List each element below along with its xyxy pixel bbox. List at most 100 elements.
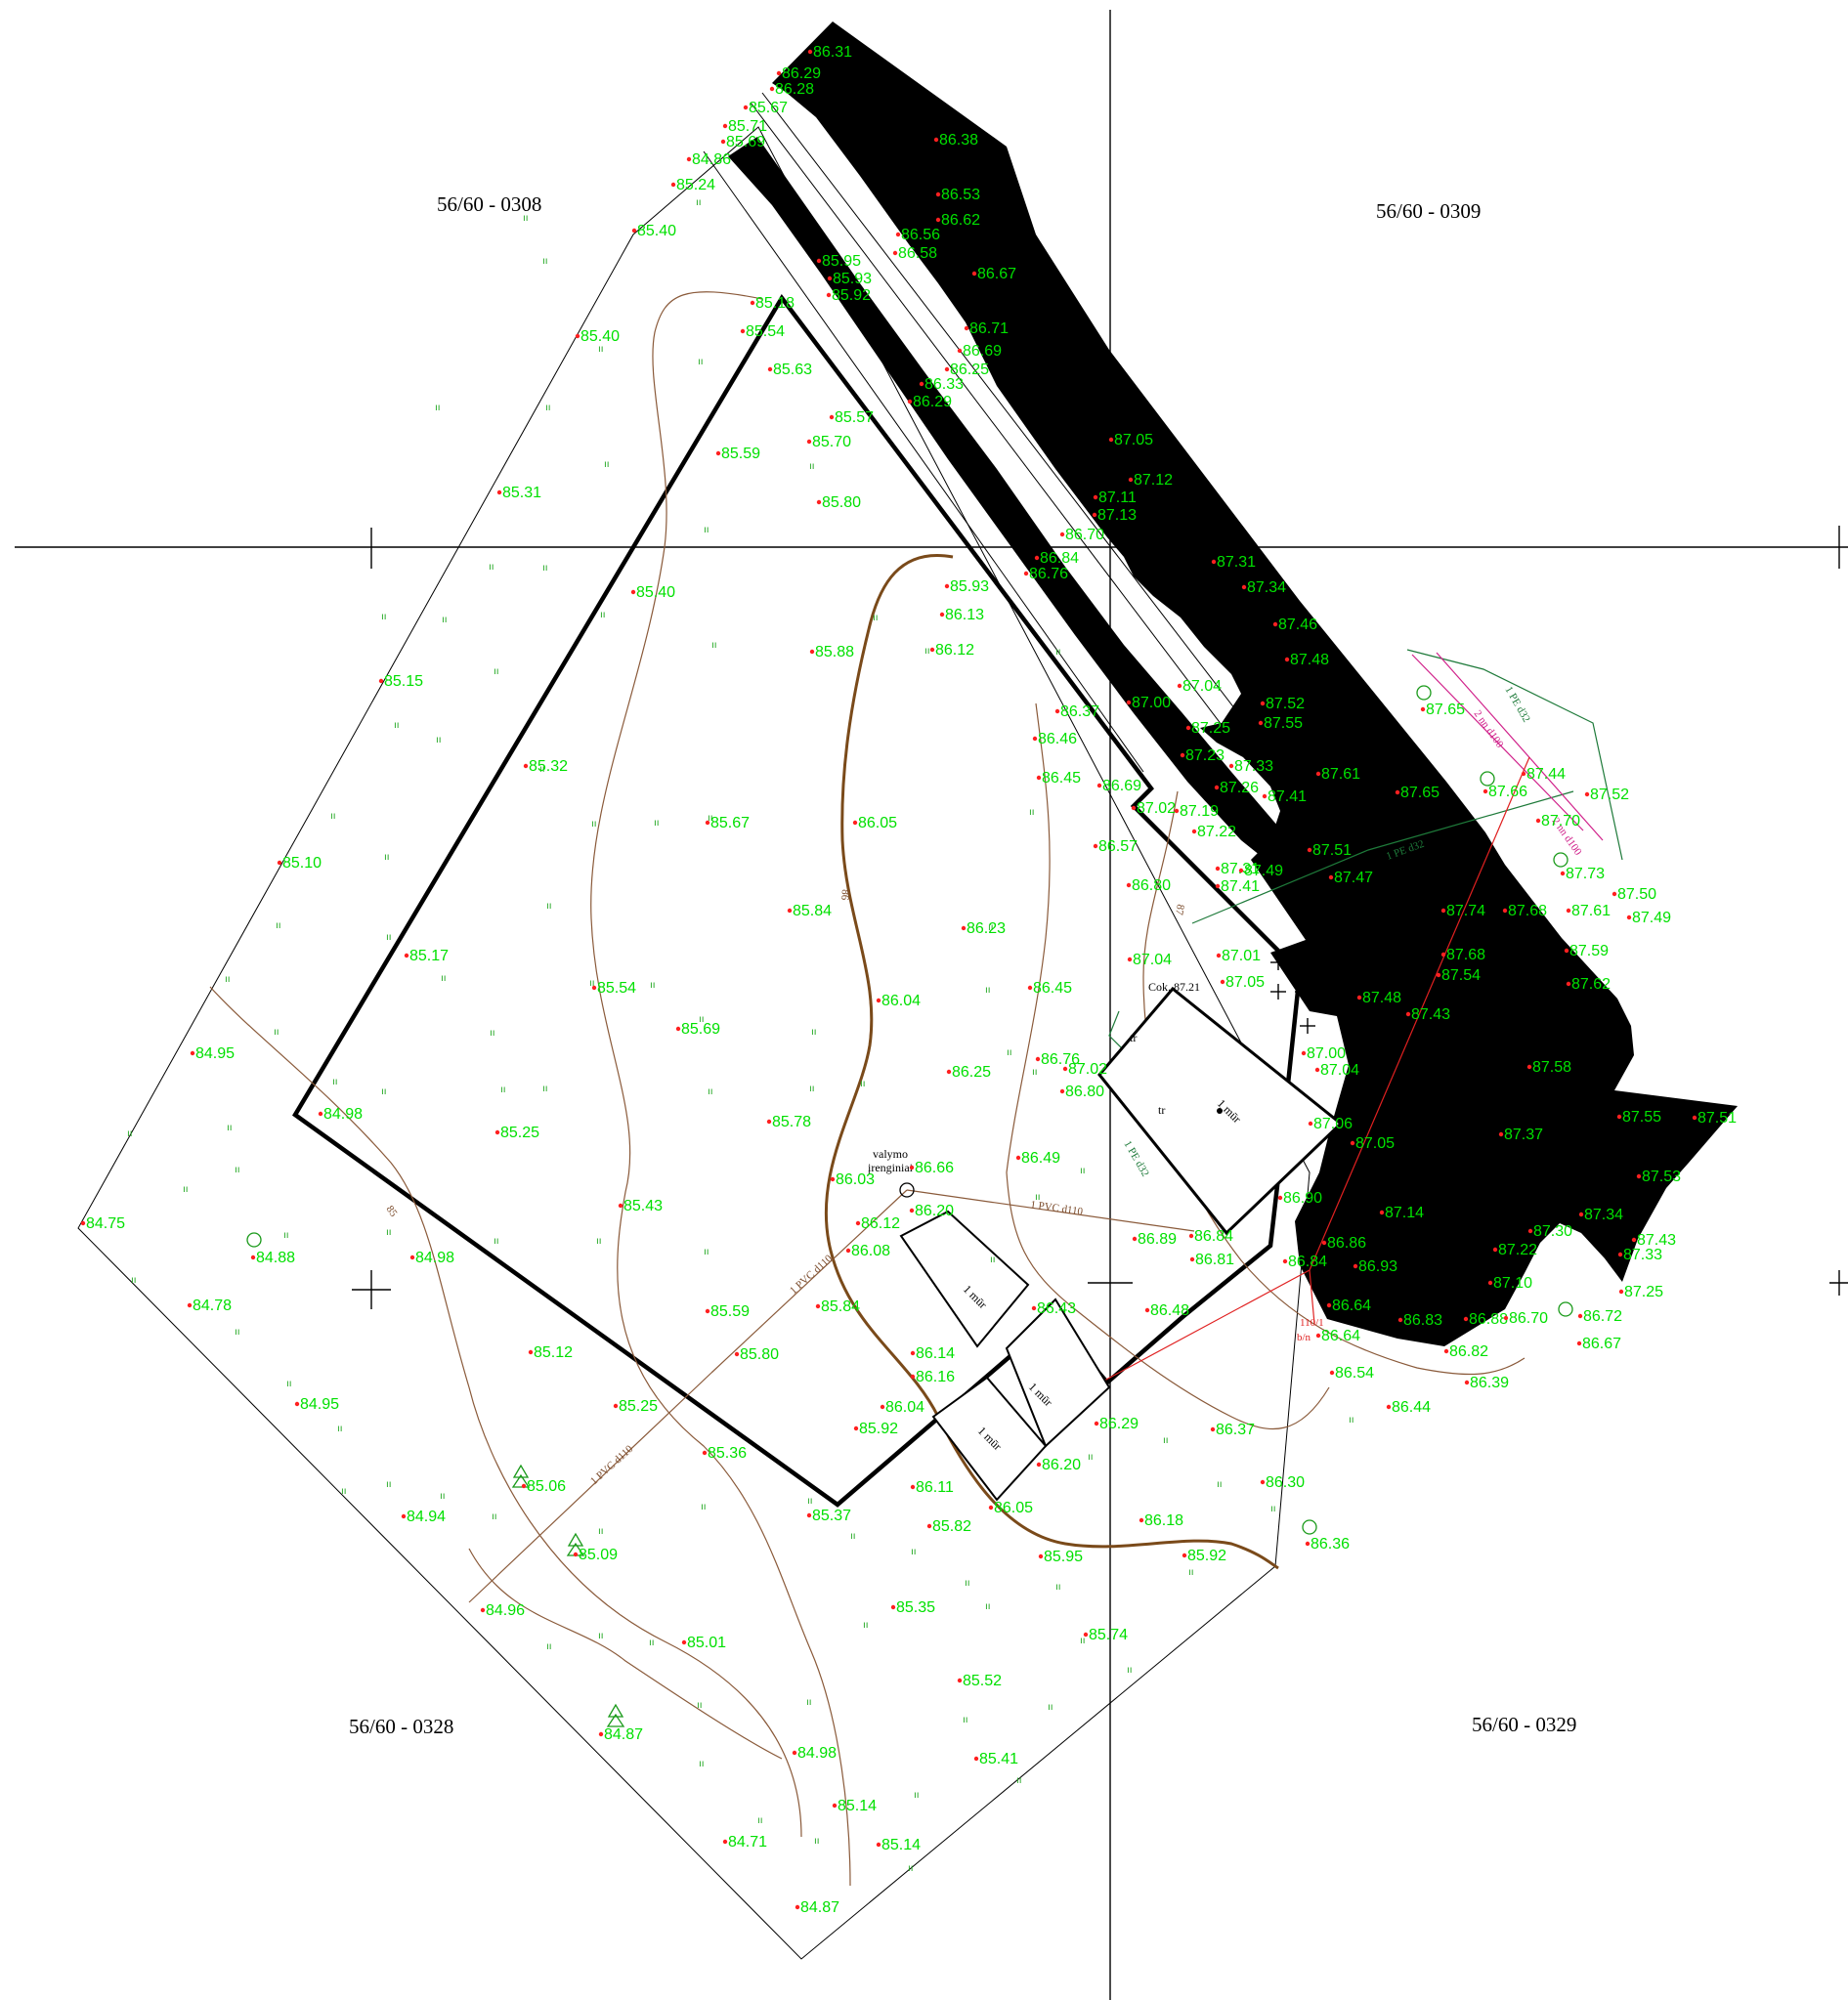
elevation-label: 85.09 — [579, 1547, 618, 1563]
elevation-label: 87.04 — [1182, 678, 1222, 695]
ref-bn: b/n — [1297, 1332, 1311, 1343]
survey-point — [1443, 1348, 1449, 1354]
elevation-label: 86.48 — [1150, 1302, 1189, 1319]
survey-point — [1228, 763, 1234, 769]
survey-point — [1059, 532, 1065, 537]
survey-point — [935, 217, 941, 223]
grass-mark: ıı — [654, 818, 660, 829]
grass-mark: ıı — [1032, 1067, 1038, 1078]
elevation-label: 86.54 — [1335, 1365, 1374, 1382]
sheet-label-se: 56/60 - 0329 — [1472, 1713, 1576, 1736]
survey-point — [705, 820, 710, 826]
survey-point — [1238, 868, 1244, 873]
elevation-label: 85.06 — [527, 1478, 566, 1495]
survey-point — [575, 333, 580, 339]
survey-point — [1560, 871, 1566, 876]
elevation-label: 85.54 — [597, 980, 636, 997]
survey-point — [1094, 1421, 1099, 1426]
survey-point — [1054, 708, 1060, 714]
elevation-label: 85.40 — [636, 584, 675, 601]
contour-label-87: 87 — [1173, 903, 1186, 915]
elevation-label: 84.95 — [300, 1396, 339, 1413]
survey-point — [686, 156, 692, 162]
survey-point — [1314, 1067, 1320, 1073]
survey-point — [919, 381, 924, 387]
survey-point — [910, 1374, 916, 1380]
grass-mark: ıı — [381, 612, 387, 622]
elevation-label: 87.73 — [1566, 866, 1605, 882]
elevation-label: 87.50 — [1617, 886, 1656, 903]
elevation-label: 85.92 — [859, 1421, 898, 1437]
ref-110: 110/1 — [1300, 1317, 1324, 1329]
survey-point — [401, 1513, 407, 1519]
survey-point — [1321, 1240, 1327, 1246]
survey-point — [1350, 1140, 1355, 1146]
elevation-label: 86.46 — [1038, 731, 1077, 747]
elevation-label: 85.59 — [710, 1303, 750, 1320]
grass-mark: ıı — [523, 213, 529, 224]
elevation-label: 84.71 — [728, 1834, 767, 1851]
grass-mark: ıı — [542, 1084, 548, 1094]
elevation-label: 86.64 — [1332, 1298, 1371, 1314]
grass-mark: ıı — [598, 344, 604, 355]
survey-point — [1576, 1340, 1582, 1346]
survey-point — [1260, 701, 1266, 706]
tr-label-2: tr — [1130, 1031, 1137, 1044]
survey-point — [1126, 700, 1132, 705]
elevation-label: 87.44 — [1526, 766, 1566, 783]
elevation-label: 85.93 — [950, 578, 989, 595]
elevation-label: 87.41 — [1268, 788, 1307, 805]
survey-point — [892, 250, 898, 256]
survey-point — [1093, 494, 1098, 500]
elevation-label: 87.61 — [1571, 903, 1611, 919]
outbuilding-2: 1 mūr — [1005, 1298, 1111, 1448]
elevation-label: 86.49 — [1021, 1150, 1060, 1167]
grass-mark: ıı — [274, 1027, 279, 1038]
elevation-label: 85.18 — [755, 295, 795, 312]
grass-mark: ıı — [598, 1526, 604, 1537]
grass-mark: ıı — [341, 1486, 347, 1497]
grass-mark: ıı — [283, 1230, 289, 1241]
survey-point — [1220, 979, 1225, 985]
elevation-label: 87.33 — [1623, 1247, 1662, 1263]
elevation-label: 85.31 — [502, 485, 541, 501]
elevation-label: 86.38 — [939, 132, 978, 149]
survey-point — [521, 1483, 527, 1489]
survey-point — [1034, 555, 1040, 561]
survey-point — [827, 276, 833, 281]
elevation-label: 87.06 — [1313, 1116, 1353, 1132]
elevation-label: 86.25 — [950, 362, 989, 378]
grass-mark: ıı — [386, 1227, 392, 1238]
survey-point — [929, 647, 935, 653]
pvc-pipe — [468, 1189, 1195, 1603]
survey-point — [1436, 972, 1441, 978]
survey-point — [876, 1842, 881, 1848]
elevation-label: 86.80 — [1065, 1084, 1104, 1100]
survey-point — [80, 1220, 86, 1226]
grass-mark: ıı — [435, 403, 441, 413]
survey-point — [250, 1255, 256, 1260]
grass-mark: ıı — [873, 613, 879, 623]
elevation-label: 87.49 — [1632, 910, 1671, 926]
grass-mark: ıı — [860, 1079, 866, 1089]
grass-mark: ıı — [924, 646, 930, 657]
survey-point — [1023, 571, 1029, 576]
elevation-label: 87.05 — [1114, 432, 1153, 448]
elevation-label: 87.25 — [1191, 720, 1230, 737]
contour-lines — [209, 291, 1526, 1887]
survey-point — [816, 258, 822, 264]
survey-point — [832, 1803, 838, 1809]
survey-point — [855, 1220, 861, 1226]
grass-mark: ıı — [698, 357, 704, 367]
grass-mark: ıı — [436, 735, 442, 745]
grass-mark: ıı — [386, 932, 392, 943]
elevation-label: 86.66 — [915, 1160, 954, 1176]
grass-mark: ıı — [985, 985, 991, 996]
elevation-label: 86.20 — [1042, 1457, 1081, 1473]
tree-icons — [246, 685, 1573, 1535]
survey-point — [830, 1176, 836, 1182]
survey-point — [1258, 720, 1264, 726]
survey-point — [1215, 866, 1221, 872]
elevation-label: 85.41 — [979, 1751, 1018, 1767]
survey-point — [1566, 981, 1571, 987]
